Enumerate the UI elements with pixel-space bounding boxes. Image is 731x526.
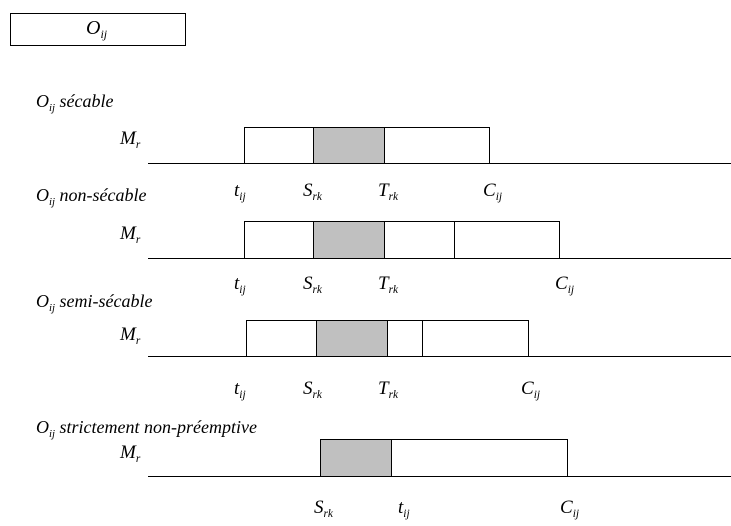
time-label-c: Cij <box>560 497 580 520</box>
op-block <box>454 221 560 259</box>
op-block <box>387 320 423 357</box>
time-label-t-rk: Trk <box>378 378 399 401</box>
time-label-t: tij <box>234 378 246 401</box>
machine-label: Mr <box>120 128 141 151</box>
op-block <box>244 127 314 164</box>
time-axis <box>148 476 731 477</box>
row-title-secable: Oij sécable <box>36 91 114 114</box>
time-label-s: Srk <box>303 273 322 296</box>
unavailability-block <box>313 127 385 164</box>
op-block <box>384 127 490 164</box>
time-axis <box>148 163 731 164</box>
time-label-t: tij <box>234 180 246 203</box>
time-axis <box>148 356 731 357</box>
unavailability-block <box>316 320 388 357</box>
unavailability-block <box>320 439 392 477</box>
time-label-c: Cij <box>483 180 503 203</box>
time-label-c: Cij <box>555 273 575 296</box>
time-label-t-rk: Trk <box>378 180 399 203</box>
row-title-strictement-non-preemptive: Oij strictement non-préemptive <box>36 417 257 440</box>
row-title-semi-secable: Oij semi-sécable <box>36 291 153 314</box>
op-block <box>384 221 455 259</box>
row-title-non-secable: Oij non-sécable <box>36 185 147 208</box>
time-label-t-rk: Trk <box>378 273 399 296</box>
unavailability-block <box>313 221 385 259</box>
op-block <box>422 320 529 357</box>
time-label-s: Srk <box>314 497 333 520</box>
time-label-t: tij <box>398 497 410 520</box>
time-label-c: Cij <box>521 378 541 401</box>
op-block <box>244 221 314 259</box>
time-label-s: Srk <box>303 180 322 203</box>
op-block <box>246 320 317 357</box>
time-axis <box>148 258 731 259</box>
legend-label: Oij <box>86 17 108 42</box>
machine-label: Mr <box>120 324 141 347</box>
legend-box: Oij <box>10 13 186 46</box>
time-label-t: tij <box>234 273 246 296</box>
machine-label: Mr <box>120 442 141 465</box>
time-label-s: Srk <box>303 378 322 401</box>
op-block <box>391 439 568 477</box>
machine-label: Mr <box>120 223 141 246</box>
